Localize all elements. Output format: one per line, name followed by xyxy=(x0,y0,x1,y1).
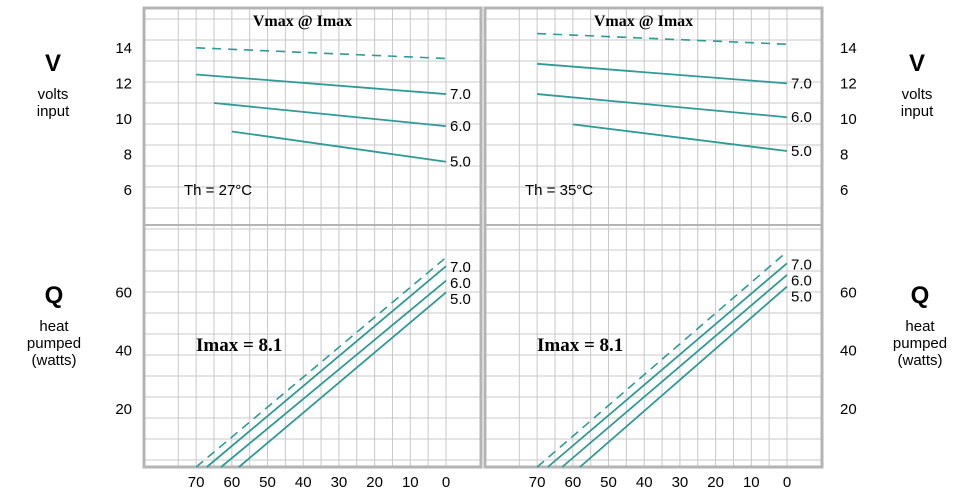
voltage-y-tick-label: 14 xyxy=(840,40,857,57)
voltage-series-5.0-line xyxy=(572,123,788,152)
heat-y-tick-label: 40 xyxy=(115,343,132,360)
x-tick-label: 50 xyxy=(259,474,276,491)
voltage-series-7.0-label: 7.0 xyxy=(791,75,812,92)
v-symbol-right: V xyxy=(908,50,925,77)
heat-series-7.0-label: 7.0 xyxy=(450,259,471,276)
left-voltage-label: V volts input xyxy=(28,50,78,120)
heat-series-6.0-line xyxy=(561,274,788,468)
voltage-series-7.0-line xyxy=(196,73,447,95)
voltage-y-tick-label: 10 xyxy=(115,111,132,128)
x-tick-label: 40 xyxy=(295,474,312,491)
x-tick-label: 60 xyxy=(564,474,581,491)
q-symbol-right: Q xyxy=(910,282,930,309)
panel-left-frame xyxy=(142,6,483,469)
heat-series-6.0-line xyxy=(220,280,447,468)
voltage-y-tick-label: 10 xyxy=(840,111,857,128)
imax-annotation: Imax = 8.1 xyxy=(196,335,282,356)
v-desc-right-2: input xyxy=(900,103,934,120)
x-tick-label: 30 xyxy=(331,474,348,491)
v-desc-right-1: volts xyxy=(901,86,933,103)
q-desc-left-3: (watts) xyxy=(31,352,77,369)
panel-right-background xyxy=(485,8,822,467)
voltage-series-6.0-line xyxy=(537,93,788,119)
x-tick-label: 0 xyxy=(783,474,791,491)
x-tick-label: 10 xyxy=(743,474,760,491)
x-tick-label: 70 xyxy=(188,474,205,491)
voltage-series-7.0-label: 7.0 xyxy=(450,86,471,103)
voltage-series-5.0-label: 5.0 xyxy=(791,143,812,160)
voltage-vmax-line xyxy=(196,47,447,60)
left-heat-label: Q heat pumped (watts) xyxy=(15,282,93,369)
voltage-y-tick-label: 8 xyxy=(124,147,132,164)
temperature-annotation: Th = 35°C xyxy=(525,182,593,199)
voltage-y-tick-label: 12 xyxy=(115,75,132,92)
x-tick-label: 40 xyxy=(636,474,653,491)
x-tick-label: 20 xyxy=(366,474,383,491)
voltage-series-6.0-line xyxy=(213,102,447,128)
heat-series-5.0-line xyxy=(238,291,447,468)
voltage-series-5.0-label: 5.0 xyxy=(450,154,471,171)
voltage-series-6.0-label: 6.0 xyxy=(450,118,471,135)
x-tick-label: 20 xyxy=(707,474,724,491)
voltage-series-6.0-label: 6.0 xyxy=(791,109,812,126)
x-tick-label: 10 xyxy=(402,474,419,491)
panel-right-title: Vmax @ Imax xyxy=(594,13,693,30)
heat-series-7.0-label: 7.0 xyxy=(791,256,812,273)
heat-y-tick-label: 60 xyxy=(840,284,857,301)
q-desc-right-3: (watts) xyxy=(897,352,943,369)
x-tick-label: 0 xyxy=(442,474,450,491)
temperature-annotation: Th = 27°C xyxy=(184,182,252,199)
x-tick-label: 60 xyxy=(223,474,240,491)
heat-vmax-line xyxy=(536,251,788,468)
v-desc-left-2: input xyxy=(36,103,70,120)
heat-series-5.0-label: 5.0 xyxy=(450,291,471,308)
voltage-y-tick-label: 8 xyxy=(840,147,848,164)
panel-left-background xyxy=(144,8,481,467)
voltage-series-7.0-line xyxy=(537,62,788,85)
q-desc-right-1: heat xyxy=(905,318,935,335)
q-desc-right-2: pumped xyxy=(892,335,948,352)
q-desc-left-2: pumped xyxy=(26,335,82,352)
x-tick-label: 50 xyxy=(600,474,617,491)
x-tick-label: 70 xyxy=(529,474,546,491)
heat-y-tick-label: 40 xyxy=(840,343,857,360)
heat-vmax-line xyxy=(195,256,447,468)
panel-right-frame xyxy=(483,6,824,469)
right-heat-label: Q heat pumped (watts) xyxy=(878,282,962,369)
heat-y-tick-label: 20 xyxy=(840,401,857,418)
voltage-vmax-line xyxy=(537,32,788,46)
heat-series-7.0-line xyxy=(206,265,447,468)
panel-left-title: Vmax @ Imax xyxy=(253,13,352,30)
heat-y-tick-label: 20 xyxy=(115,401,132,418)
voltage-y-tick-label: 6 xyxy=(840,182,848,199)
imax-annotation: Imax = 8.1 xyxy=(537,335,623,356)
heat-series-5.0-line xyxy=(579,285,788,468)
x-tick-label: 30 xyxy=(672,474,689,491)
v-symbol-left: V xyxy=(44,50,61,77)
right-voltage-label: V volts input xyxy=(882,50,952,120)
heat-y-tick-label: 60 xyxy=(115,284,132,301)
heat-series-5.0-label: 5.0 xyxy=(791,288,812,305)
heat-series-6.0-label: 6.0 xyxy=(450,275,471,292)
q-desc-left-1: heat xyxy=(39,318,69,335)
voltage-y-tick-label: 14 xyxy=(115,40,132,57)
voltage-y-tick-label: 6 xyxy=(124,182,132,199)
voltage-series-5.0-line xyxy=(231,130,447,163)
v-desc-left-1: volts xyxy=(37,86,69,103)
q-symbol-left: Q xyxy=(44,282,64,309)
voltage-y-tick-label: 12 xyxy=(840,75,857,92)
heat-series-6.0-label: 6.0 xyxy=(791,272,812,289)
heat-series-7.0-line xyxy=(547,262,788,468)
